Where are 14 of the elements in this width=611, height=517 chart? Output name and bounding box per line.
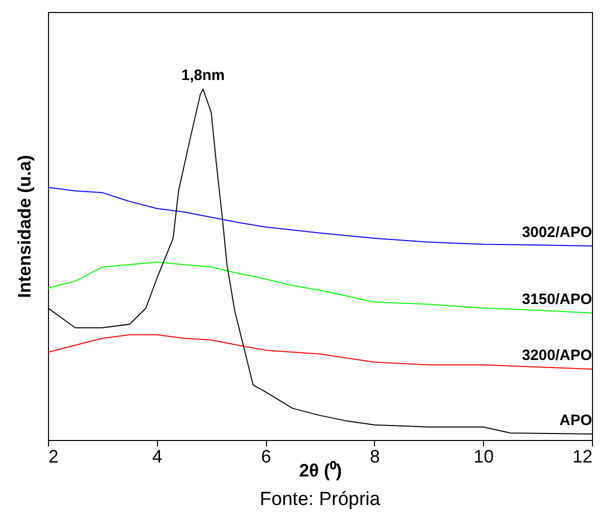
x-tick-label: 12 xyxy=(572,446,592,466)
annotation: 1,8nm xyxy=(181,67,225,84)
series-label: 3002/APO xyxy=(522,224,592,241)
series-label: 3200/APO xyxy=(522,347,592,364)
y-axis-title: Intensidade (u.a) xyxy=(14,154,34,298)
series-label: 3150/APO xyxy=(522,291,592,308)
x-tick-label: 8 xyxy=(370,446,380,466)
series-label: APO xyxy=(559,412,592,430)
x-axis-title: 2θ (⁰) xyxy=(299,460,342,480)
x-tick-label: 4 xyxy=(152,446,162,466)
source-note: Fonte: Própria xyxy=(260,489,381,510)
x-tick-label: 2 xyxy=(48,446,59,466)
x-tick-label: 6 xyxy=(261,446,272,466)
x-tick-label: 10 xyxy=(474,446,494,466)
